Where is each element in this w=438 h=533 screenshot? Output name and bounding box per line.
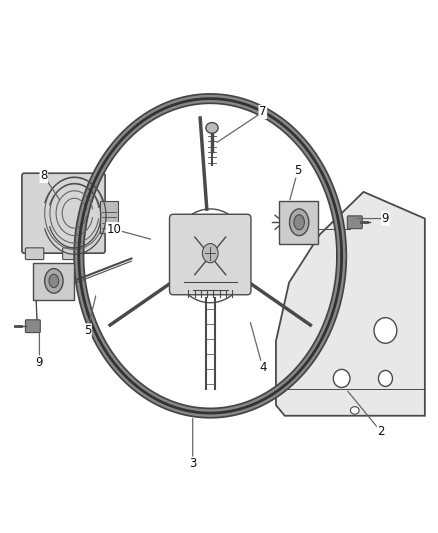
FancyBboxPatch shape: [100, 201, 118, 233]
Polygon shape: [276, 192, 425, 416]
FancyBboxPatch shape: [347, 216, 362, 229]
Ellipse shape: [350, 407, 359, 414]
Text: 9: 9: [381, 212, 389, 225]
Ellipse shape: [294, 215, 304, 230]
Ellipse shape: [206, 123, 218, 133]
Text: 2: 2: [377, 425, 385, 438]
FancyBboxPatch shape: [33, 263, 74, 300]
Ellipse shape: [378, 370, 392, 386]
Ellipse shape: [49, 274, 59, 288]
FancyBboxPatch shape: [25, 320, 40, 333]
Text: 7: 7: [259, 106, 267, 118]
Ellipse shape: [374, 318, 397, 343]
Text: 4: 4: [259, 361, 267, 374]
Ellipse shape: [333, 369, 350, 387]
Text: 9: 9: [35, 356, 43, 369]
Text: 5: 5: [294, 164, 301, 177]
FancyBboxPatch shape: [279, 201, 318, 244]
FancyBboxPatch shape: [170, 214, 251, 295]
FancyBboxPatch shape: [22, 173, 105, 253]
Ellipse shape: [290, 209, 309, 236]
Ellipse shape: [45, 269, 63, 293]
FancyBboxPatch shape: [63, 248, 81, 260]
Text: 10: 10: [106, 223, 121, 236]
Text: 5: 5: [84, 324, 91, 337]
FancyBboxPatch shape: [25, 248, 44, 260]
Text: 3: 3: [189, 457, 196, 470]
Text: 8: 8: [40, 169, 47, 182]
Circle shape: [202, 244, 218, 263]
